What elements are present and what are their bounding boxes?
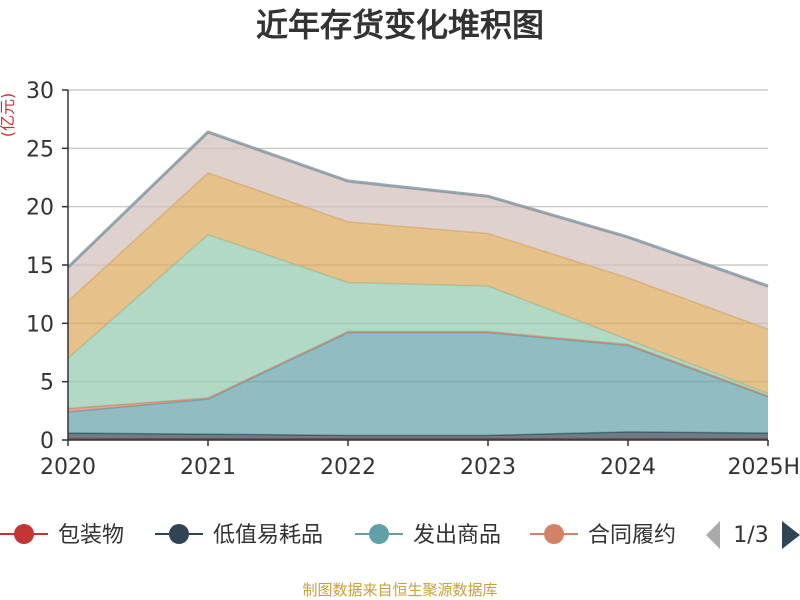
y-tick-label: 0 [40,429,54,454]
legend-item: 低值易耗品 [155,523,323,548]
legend-label: 合同履约 [588,523,676,548]
legend-item: 包装物 [0,523,124,548]
legend-marker-icon [369,524,389,544]
y-tick-label: 30 [26,79,54,104]
prev-page-arrow-icon[interactable] [706,521,720,549]
y-axis-ticks: 0 5 10 15 20 25 30 [26,79,68,454]
legend-marker-icon [14,524,34,544]
legend-label: 低值易耗品 [213,523,323,548]
line-合计 [66,130,769,288]
legend-page-indicator: 1/3 [733,523,768,548]
y-tick-label: 15 [26,254,54,279]
x-tick-label: 2023 [460,455,516,480]
area-在产品 [68,133,768,330]
x-axis-ticks: 2020 2021 2022 2023 2024 2025H [40,440,800,480]
chart-title: 近年存货变化堆积图 [256,6,544,44]
y-tick-label: 5 [40,371,54,396]
legend: 包装物 低值易耗品 发出商品 合同履约 [0,523,676,548]
y-tick-label: 10 [26,312,54,337]
y-tick-label: 20 [26,196,54,221]
x-tick-label: 2020 [40,455,96,480]
data-source-note: 制图数据来自恒生聚源数据库 [302,581,497,599]
legend-marker-icon [544,524,564,544]
legend-pager: 1/3 [706,521,800,549]
x-tick-label: 2022 [320,455,376,480]
x-tick-label: 2021 [180,455,236,480]
area-发出商品 [68,332,768,436]
y-axis-label: (亿元) [0,93,17,138]
legend-item: 合同履约 [530,523,676,548]
legend-item: 发出商品 [355,523,501,548]
x-tick-label: 2025H [727,455,800,480]
legend-label: 包装物 [58,523,124,548]
area-库存商品 [68,234,768,409]
x-tick-label: 2024 [600,455,656,480]
area-series [66,130,769,440]
area-原材料 [68,172,768,394]
legend-label: 发出商品 [413,523,501,548]
y-tick-label: 25 [26,137,54,162]
next-page-arrow-icon[interactable] [782,521,800,549]
legend-marker-icon [169,524,189,544]
